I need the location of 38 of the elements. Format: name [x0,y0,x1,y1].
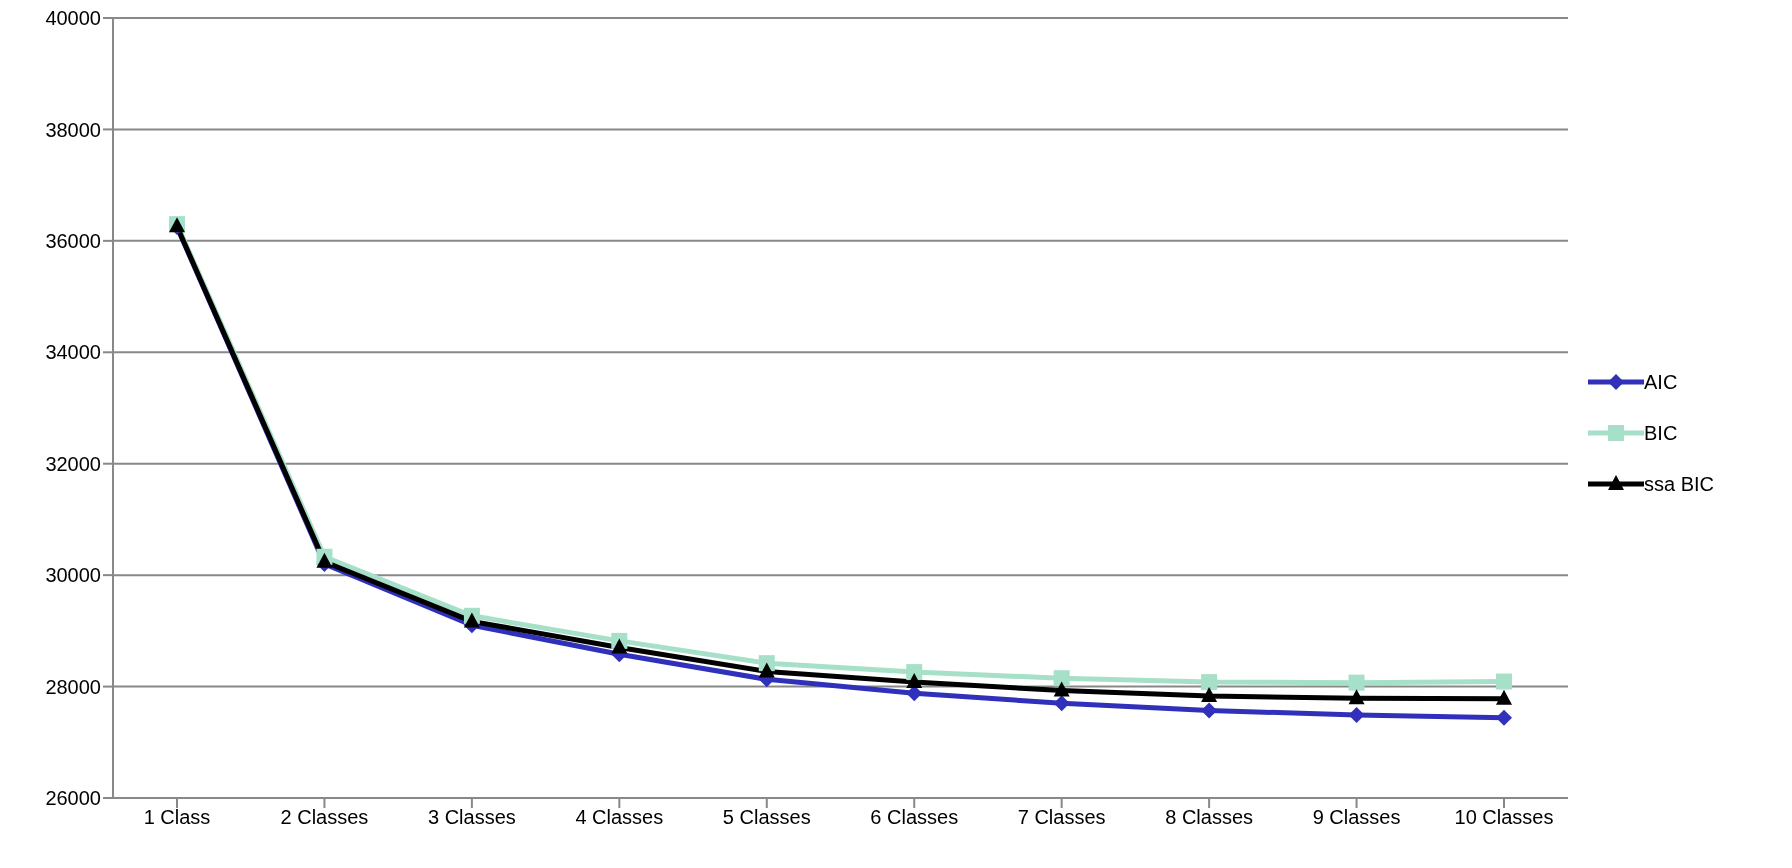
point [1201,674,1218,691]
x-tick-label: 5 Classes [722,806,811,829]
x-tick-label: 7 Classes [1017,806,1106,829]
point [758,662,775,678]
x-tick-label: 10 Classes [1454,806,1554,829]
x-tick-label: 4 Classes [575,806,664,829]
point [1496,709,1512,726]
legend-label: BIC [1644,421,1678,445]
y-tick-label: 28000 [45,675,101,698]
point [1348,674,1365,691]
point [1201,702,1218,719]
point [1348,706,1365,723]
x-tick-label: 9 Classes [1312,806,1401,829]
y-tick-label: 32000 [45,452,101,475]
x-tick-label: 1 Class [143,806,211,829]
point [1053,695,1070,712]
point [1496,673,1512,690]
y-tick-label: 26000 [45,787,101,810]
point [611,638,628,654]
point [1348,689,1365,705]
legend-label: ssa BIC [1644,472,1715,496]
y-tick-label: 34000 [45,341,101,364]
x-tick-label: 6 Classes [870,806,959,829]
point [1496,689,1512,705]
point [316,552,333,568]
y-tick-label: 38000 [45,118,101,141]
point [1201,687,1218,703]
y-tick-label: 36000 [45,229,101,252]
y-tick-label: 40000 [45,7,101,30]
point [463,612,480,628]
x-tick-label: 8 Classes [1165,806,1254,829]
legend-label: AIC [1644,370,1678,394]
y-tick-label: 30000 [45,564,101,587]
point [1053,670,1070,687]
point [906,673,923,689]
point [1053,681,1070,697]
x-tick-label: 3 Classes [427,806,516,829]
x-tick-label: 2 Classes [280,806,369,829]
